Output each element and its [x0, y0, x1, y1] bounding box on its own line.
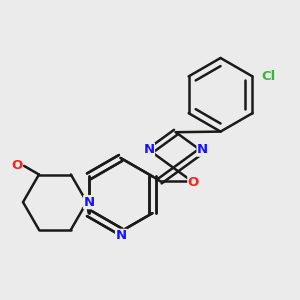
Text: O: O — [188, 176, 199, 189]
Text: O: O — [11, 159, 22, 172]
Text: N: N — [143, 143, 155, 156]
Text: H: H — [11, 159, 21, 172]
Text: N: N — [116, 230, 127, 242]
Text: N: N — [197, 143, 208, 156]
Text: Cl: Cl — [261, 70, 275, 83]
Text: N: N — [84, 196, 95, 208]
